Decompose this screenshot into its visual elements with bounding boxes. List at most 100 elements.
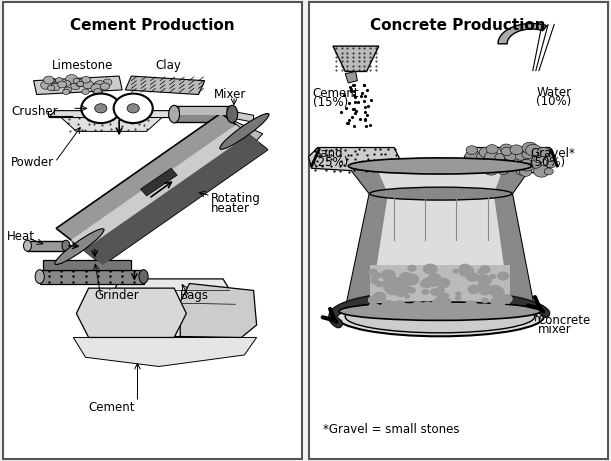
Text: Mixer: Mixer — [214, 89, 246, 101]
Polygon shape — [333, 46, 379, 71]
Text: *Gravel = small stones: *Gravel = small stones — [323, 423, 459, 436]
Circle shape — [467, 164, 481, 174]
Polygon shape — [71, 125, 259, 258]
Polygon shape — [494, 166, 535, 311]
Circle shape — [368, 296, 379, 304]
Circle shape — [375, 281, 384, 287]
Text: Water: Water — [536, 86, 571, 99]
Text: Gravel*: Gravel* — [530, 147, 575, 160]
Circle shape — [517, 158, 529, 167]
Text: (10%): (10%) — [536, 95, 572, 108]
Circle shape — [442, 293, 449, 299]
Text: heater: heater — [211, 202, 250, 215]
Circle shape — [51, 79, 56, 83]
Circle shape — [392, 284, 408, 296]
Circle shape — [500, 144, 513, 154]
Circle shape — [453, 269, 459, 273]
Circle shape — [428, 273, 441, 284]
Text: Heat: Heat — [7, 230, 35, 243]
Text: Cement Production: Cement Production — [70, 18, 235, 33]
Text: Bags: Bags — [180, 290, 209, 302]
Ellipse shape — [336, 297, 544, 337]
Circle shape — [489, 274, 496, 279]
Polygon shape — [180, 107, 226, 115]
FancyBboxPatch shape — [3, 2, 302, 459]
FancyBboxPatch shape — [309, 2, 608, 459]
Circle shape — [93, 89, 103, 95]
Circle shape — [386, 284, 395, 291]
Circle shape — [384, 284, 392, 290]
Circle shape — [480, 265, 491, 273]
Circle shape — [491, 287, 500, 294]
Circle shape — [408, 265, 417, 272]
Circle shape — [399, 303, 411, 312]
Circle shape — [82, 81, 93, 89]
Circle shape — [64, 88, 71, 94]
Circle shape — [422, 278, 431, 285]
Circle shape — [51, 83, 60, 91]
Polygon shape — [34, 76, 122, 95]
Circle shape — [73, 78, 80, 83]
Polygon shape — [56, 113, 268, 265]
Circle shape — [455, 291, 461, 296]
Circle shape — [368, 269, 378, 276]
Circle shape — [534, 155, 544, 163]
Ellipse shape — [339, 302, 541, 320]
Circle shape — [477, 274, 491, 284]
Ellipse shape — [345, 301, 535, 333]
Circle shape — [483, 164, 499, 175]
Circle shape — [497, 272, 509, 281]
Circle shape — [537, 148, 549, 157]
Polygon shape — [73, 337, 257, 366]
Circle shape — [464, 300, 477, 310]
Circle shape — [422, 289, 429, 295]
Circle shape — [491, 288, 498, 293]
Text: mixer: mixer — [538, 323, 571, 336]
Circle shape — [544, 168, 553, 175]
Circle shape — [437, 278, 450, 288]
Circle shape — [465, 150, 481, 162]
Polygon shape — [345, 166, 535, 311]
Circle shape — [515, 152, 526, 160]
Circle shape — [95, 104, 107, 113]
Circle shape — [46, 78, 57, 87]
Circle shape — [479, 277, 485, 282]
Text: (25%): (25%) — [313, 156, 348, 169]
Circle shape — [504, 150, 518, 160]
Circle shape — [501, 147, 512, 156]
Circle shape — [62, 89, 70, 95]
Circle shape — [127, 104, 139, 113]
Circle shape — [436, 293, 448, 302]
Circle shape — [467, 285, 480, 294]
Text: Rotating: Rotating — [211, 192, 261, 205]
Ellipse shape — [62, 240, 70, 251]
Circle shape — [459, 264, 471, 273]
Circle shape — [43, 76, 54, 84]
Ellipse shape — [139, 270, 148, 284]
Circle shape — [404, 273, 419, 285]
Circle shape — [392, 277, 403, 285]
Circle shape — [481, 277, 492, 285]
Polygon shape — [370, 265, 510, 311]
Polygon shape — [464, 148, 553, 173]
Circle shape — [494, 158, 505, 166]
Circle shape — [477, 269, 485, 275]
Circle shape — [483, 159, 494, 167]
Ellipse shape — [370, 187, 512, 200]
Polygon shape — [107, 279, 241, 337]
Circle shape — [76, 80, 85, 87]
Circle shape — [71, 83, 80, 90]
Ellipse shape — [227, 106, 238, 123]
Circle shape — [383, 284, 395, 292]
Circle shape — [82, 89, 89, 95]
Circle shape — [81, 94, 120, 123]
Circle shape — [41, 81, 51, 89]
Circle shape — [64, 81, 71, 86]
Circle shape — [522, 150, 533, 159]
Text: (50%): (50%) — [530, 156, 565, 169]
Circle shape — [94, 81, 106, 89]
Circle shape — [477, 152, 487, 160]
Circle shape — [533, 165, 549, 177]
Ellipse shape — [55, 229, 104, 265]
Circle shape — [497, 166, 508, 175]
